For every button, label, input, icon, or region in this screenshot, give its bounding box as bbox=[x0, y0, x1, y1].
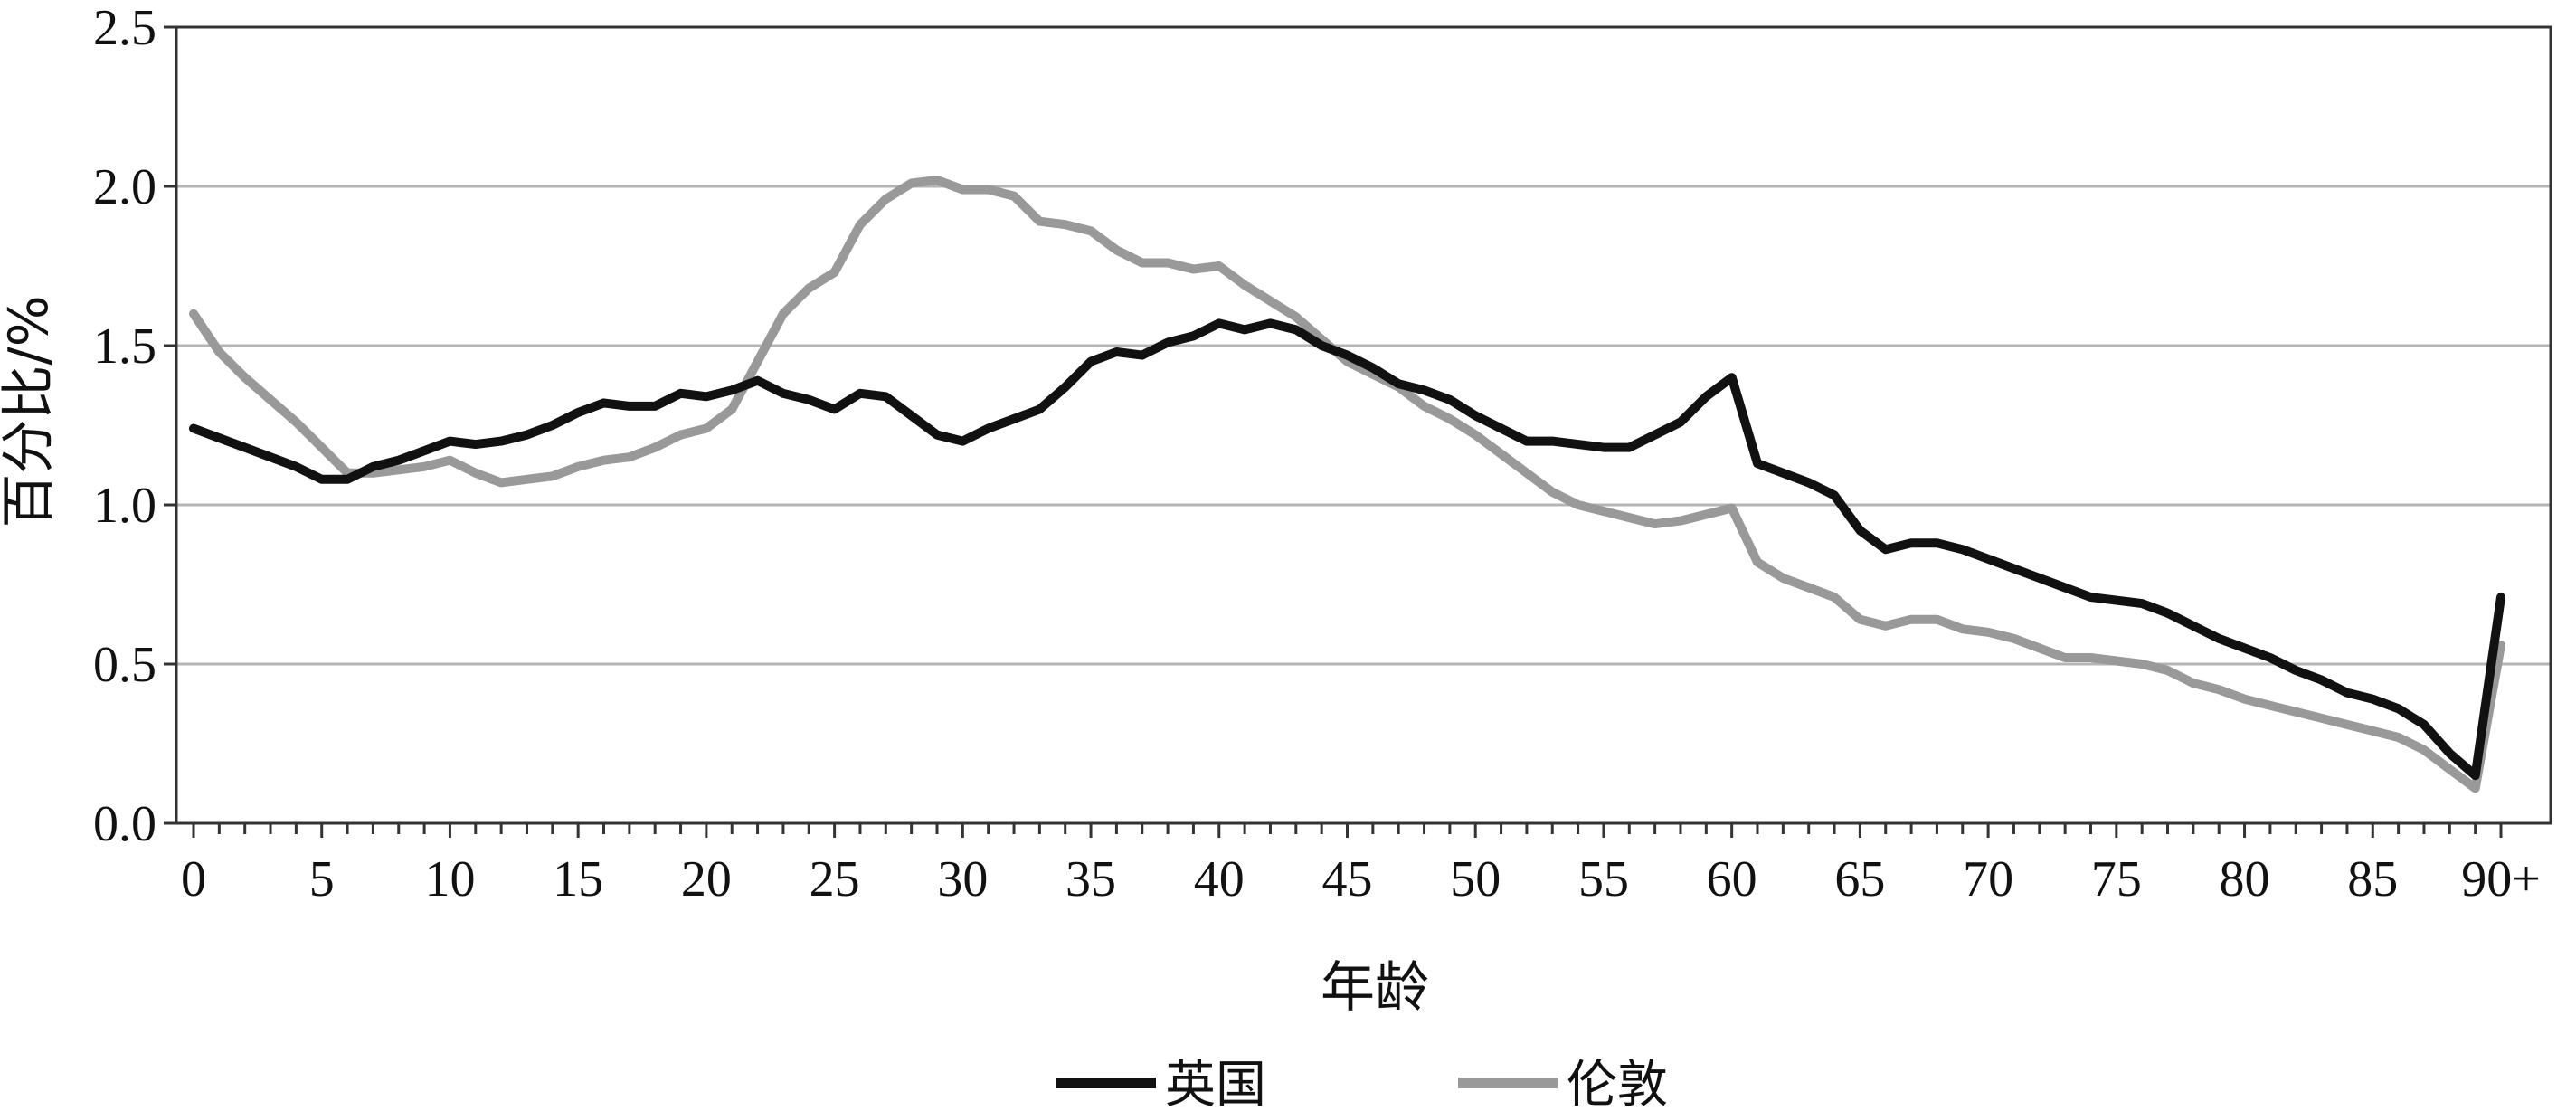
x-tick-label-14: 70 bbox=[1963, 851, 2013, 907]
legend-label-uk: 英国 bbox=[1165, 1056, 1266, 1111]
x-tick-label-12: 60 bbox=[1707, 851, 1757, 907]
legend: 英国 伦敦 bbox=[1056, 1056, 1668, 1111]
y-tick-label-3: 1.5 bbox=[93, 318, 156, 375]
x-tick-label-3: 15 bbox=[553, 851, 603, 907]
axis-ticks bbox=[164, 25, 2503, 838]
x-tick-label-18: 90+ bbox=[2461, 851, 2541, 907]
x-axis-title: 年龄 bbox=[1321, 956, 1429, 1020]
series-line-london bbox=[189, 176, 2505, 793]
x-tick-label-0: 0 bbox=[181, 851, 206, 907]
x-tick-label-4: 20 bbox=[681, 851, 732, 907]
y-tick-label-1: 0.5 bbox=[93, 637, 156, 693]
y-tick-label-5: 2.5 bbox=[93, 0, 156, 56]
x-tick-label-11: 55 bbox=[1578, 851, 1629, 907]
x-tick-label-6: 30 bbox=[937, 851, 988, 907]
y-axis-title: 百分比/% bbox=[0, 295, 61, 527]
y-axis-tick-labels: 0.0 0.5 1.0 1.5 2.0 2.5 bbox=[93, 0, 156, 852]
legend-label-london: 伦敦 bbox=[1567, 1056, 1668, 1111]
gridlines bbox=[176, 185, 2551, 666]
x-tick-label-5: 25 bbox=[810, 851, 860, 907]
y-tick-label-2: 1.0 bbox=[93, 478, 156, 534]
x-tick-label-1: 5 bbox=[309, 851, 335, 907]
x-tick-label-17: 85 bbox=[2347, 851, 2398, 907]
series-lines bbox=[189, 176, 2505, 793]
x-axis-tick-labels: 0 5 10 15 20 25 30 35 40 45 50 55 60 65 70 75 80 85 90+ bbox=[181, 851, 2541, 907]
x-tick-label-2: 10 bbox=[424, 851, 475, 907]
x-tick-label-13: 65 bbox=[1834, 851, 1885, 907]
x-tick-label-10: 50 bbox=[1450, 851, 1501, 907]
x-tick-label-7: 35 bbox=[1065, 851, 1116, 907]
plot-area-frame bbox=[175, 25, 2552, 825]
series-line-uk bbox=[189, 318, 2505, 781]
y-tick-label-4: 2.0 bbox=[93, 159, 156, 215]
x-tick-label-16: 80 bbox=[2220, 851, 2270, 907]
x-tick-label-9: 45 bbox=[1322, 851, 1373, 907]
y-tick-label-0: 0.0 bbox=[93, 796, 156, 852]
x-tick-label-15: 75 bbox=[2091, 851, 2142, 907]
x-tick-label-8: 40 bbox=[1194, 851, 1245, 907]
